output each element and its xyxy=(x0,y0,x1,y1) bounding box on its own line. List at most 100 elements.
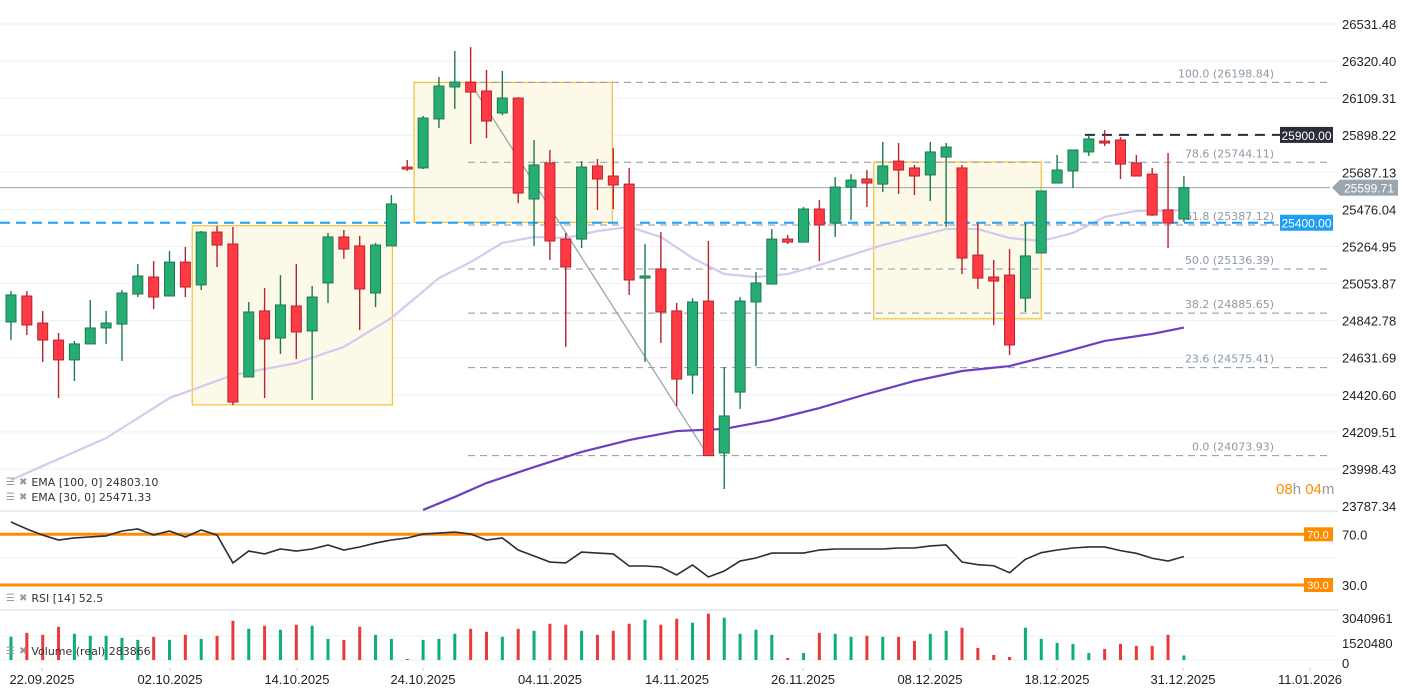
candle[interactable] xyxy=(322,232,334,304)
candle[interactable] xyxy=(1130,154,1142,177)
candle[interactable] xyxy=(845,174,857,221)
candle[interactable] xyxy=(798,206,809,243)
candle[interactable] xyxy=(687,298,699,394)
candle[interactable] xyxy=(179,246,191,298)
candle[interactable] xyxy=(988,259,1000,325)
candle[interactable] xyxy=(956,164,968,275)
candle[interactable] xyxy=(544,150,556,260)
candle[interactable] xyxy=(591,158,603,210)
candle[interactable] xyxy=(370,242,382,308)
candle[interactable] xyxy=(274,275,286,354)
candle[interactable] xyxy=(481,69,492,139)
candle[interactable] xyxy=(671,303,683,406)
candle[interactable] xyxy=(116,290,128,361)
candle[interactable] xyxy=(718,366,730,490)
candle[interactable] xyxy=(1099,129,1111,146)
candle[interactable] xyxy=(21,291,33,335)
candle[interactable] xyxy=(1004,249,1016,356)
candle[interactable] xyxy=(734,297,746,409)
settings-menu-icon[interactable]: ☰ xyxy=(6,593,15,604)
candle[interactable] xyxy=(528,140,540,246)
close-icon[interactable]: ✖ xyxy=(18,646,28,657)
fibonacci-level-label: 61.8 (25387.12) xyxy=(1185,210,1274,223)
candle[interactable] xyxy=(782,235,794,244)
candle[interactable] xyxy=(37,310,49,363)
candle[interactable] xyxy=(433,76,445,129)
close-icon[interactable]: ✖ xyxy=(18,593,28,604)
candle[interactable] xyxy=(259,288,271,399)
candle[interactable] xyxy=(1115,137,1126,180)
volume-bar xyxy=(912,640,916,660)
candle-body xyxy=(671,310,683,380)
candle[interactable] xyxy=(132,264,144,298)
candle[interactable] xyxy=(148,261,160,309)
candle[interactable] xyxy=(1067,149,1079,188)
candle[interactable] xyxy=(401,160,413,171)
candle[interactable] xyxy=(417,115,429,169)
candle[interactable] xyxy=(829,177,841,237)
candle[interactable] xyxy=(702,241,714,457)
settings-menu-icon[interactable]: ☰ xyxy=(6,477,15,488)
candle[interactable] xyxy=(766,229,778,285)
candle[interactable] xyxy=(512,97,524,204)
candle[interactable] xyxy=(940,142,952,227)
candle[interactable] xyxy=(385,194,397,247)
fibonacci-trend-line[interactable] xyxy=(469,82,709,457)
candle-body xyxy=(116,292,128,325)
close-icon[interactable]: ✖ xyxy=(18,492,28,503)
candle[interactable] xyxy=(306,285,318,400)
candle[interactable] xyxy=(1178,176,1190,223)
candle[interactable] xyxy=(84,300,96,345)
candle[interactable] xyxy=(607,148,619,210)
candle[interactable] xyxy=(1083,135,1095,156)
candle[interactable] xyxy=(164,251,175,297)
candle[interactable] xyxy=(338,229,350,259)
candle[interactable] xyxy=(449,50,461,109)
candle[interactable] xyxy=(813,200,825,262)
candle-body xyxy=(259,310,271,340)
candle[interactable] xyxy=(639,243,651,363)
candle[interactable] xyxy=(655,232,667,344)
candle[interactable] xyxy=(1162,153,1174,249)
candle[interactable] xyxy=(560,232,572,347)
settings-menu-icon[interactable]: ☰ xyxy=(6,646,15,657)
candle[interactable] xyxy=(68,340,80,381)
candle[interactable] xyxy=(1146,167,1158,217)
fibonacci-level-label: 23.6 (24575.41) xyxy=(1185,353,1274,366)
candle-body xyxy=(417,117,429,169)
candle[interactable] xyxy=(972,223,984,289)
legend-volume-label: Volume (real) 283866 xyxy=(31,645,151,658)
volume-bar xyxy=(849,636,853,660)
candle[interactable] xyxy=(924,141,936,201)
fibonacci-level-label: 100.0 (26198.84) xyxy=(1178,67,1274,80)
candle[interactable] xyxy=(195,230,207,291)
timer-minutes-unit: m xyxy=(1321,481,1335,498)
candle[interactable] xyxy=(211,226,223,268)
candle[interactable] xyxy=(1051,154,1063,184)
candle[interactable] xyxy=(243,301,255,378)
candle[interactable] xyxy=(53,333,65,399)
candle-body xyxy=(68,343,80,361)
candle[interactable] xyxy=(1019,223,1031,312)
candle[interactable] xyxy=(354,235,366,331)
settings-menu-icon[interactable]: ☰ xyxy=(6,492,15,503)
candle[interactable] xyxy=(465,47,477,145)
candle[interactable] xyxy=(496,70,508,116)
candle[interactable] xyxy=(5,291,17,341)
candle[interactable] xyxy=(750,271,762,367)
candle[interactable] xyxy=(877,141,889,193)
candle[interactable] xyxy=(908,164,920,195)
candle[interactable] xyxy=(1035,190,1047,254)
candle-body xyxy=(798,208,809,243)
candle[interactable] xyxy=(623,167,635,295)
candle-body xyxy=(639,275,651,279)
candle[interactable] xyxy=(893,142,905,194)
candle[interactable] xyxy=(290,264,302,360)
candle[interactable] xyxy=(576,161,588,249)
volume-bar xyxy=(992,654,996,660)
candle[interactable] xyxy=(100,310,112,344)
candle[interactable] xyxy=(861,170,873,207)
close-icon[interactable]: ✖ xyxy=(18,477,28,488)
candle[interactable] xyxy=(227,226,239,406)
